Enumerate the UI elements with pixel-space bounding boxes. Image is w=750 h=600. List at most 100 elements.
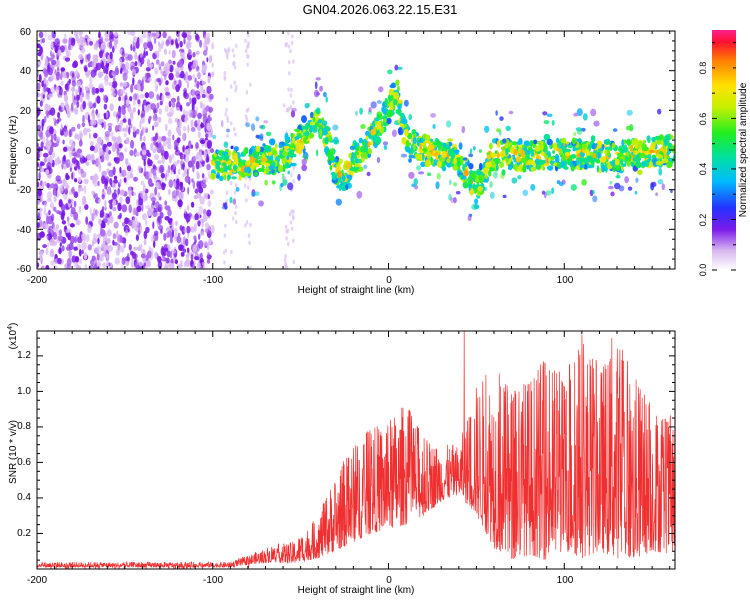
spectrogram-cell: [494, 150, 498, 154]
spectrogram-cell: [95, 174, 99, 181]
spectrogram-cell: [73, 191, 79, 199]
spectrogram-cell: [108, 211, 112, 217]
spectrogram-cell: [284, 132, 289, 141]
spectrogram-cell: [162, 251, 167, 257]
spectrogram-cell: [489, 181, 493, 188]
spectrogram-cell: [633, 150, 638, 156]
spectrogram-cell: [167, 143, 169, 149]
top-ytick-label: -20: [17, 185, 32, 196]
spectrogram-cell: [156, 50, 160, 59]
spectrogram-cell: [48, 109, 52, 116]
spectrogram-cell: [224, 202, 228, 210]
spectrogram-cell: [65, 71, 70, 79]
spectrogram-cell: [612, 128, 618, 132]
spectrogram-cell: [314, 81, 318, 90]
spectrogram-cell: [144, 92, 150, 99]
spectrogram-cell: [81, 233, 86, 241]
spectrogram-cell: [386, 109, 393, 118]
spectrogram-cell: [75, 34, 79, 42]
spectrogram-cell: [413, 133, 417, 138]
spectrogram-cell: [194, 90, 201, 97]
spectrogram-cell: [184, 77, 189, 84]
spectrogram-cell: [66, 257, 72, 267]
spectrogram-cell: [515, 156, 522, 162]
spectrogram-cell: [143, 262, 146, 267]
spectrogram-cell: [132, 126, 136, 133]
spectrogram-cell: [283, 257, 287, 263]
spectrogram-cell: [282, 103, 286, 108]
spectrogram-cell: [361, 140, 366, 146]
spectrogram-cell: [292, 59, 295, 64]
spectrogram-cell: [78, 86, 81, 94]
spectrogram-cell: [325, 96, 328, 103]
spectrogram-cell: [462, 164, 466, 172]
spectrogram-cell: [103, 248, 106, 255]
spectrogram-cell: [73, 200, 77, 208]
bottom-ytick-label: 0.8: [17, 421, 31, 432]
spectrogram-cell: [192, 59, 199, 68]
spectrogram-cell: [247, 233, 251, 238]
spectrogram-cell: [53, 196, 57, 203]
spectrogram-cell: [87, 114, 90, 123]
spectrogram-cell: [624, 176, 629, 184]
spectrogram-cell: [147, 152, 152, 158]
spectrogram-cell: [187, 75, 193, 81]
spectrogram-cell: [137, 83, 141, 92]
spectrogram-cell: [198, 233, 201, 240]
spectrogram-cell: [104, 199, 107, 208]
spectrogram-cell: [158, 108, 162, 115]
spectrogram-cell: [81, 91, 85, 97]
spectrogram-cell: [172, 134, 175, 141]
spectrogram-cell: [141, 109, 146, 118]
spectrogram-cell: [315, 77, 321, 81]
spectrogram-cell: [113, 221, 119, 229]
spectrogram-cell: [173, 139, 179, 147]
spectrogram-cell: [74, 109, 79, 115]
spectrogram-cell: [535, 163, 542, 170]
spectrogram-cell: [206, 163, 211, 171]
spectrogram-cell: [185, 238, 189, 247]
spectrogram-cell: [44, 115, 47, 123]
spectrogram-cell: [247, 33, 250, 38]
spectrogram-cell: [535, 145, 541, 152]
spectrogram-cell: [381, 127, 384, 134]
spectrogram-cell: [42, 94, 45, 99]
spectrogram-cell: [405, 142, 412, 147]
spectrogram-cell: [288, 71, 291, 76]
spectrogram-cell: [396, 66, 403, 70]
spectrogram-cell: [106, 229, 112, 237]
spectrogram-cell: [292, 259, 296, 265]
spectrogram-cell: [48, 229, 55, 238]
spectrogram-cell: [642, 146, 649, 152]
spectrogram-cell: [55, 175, 61, 182]
spectrogram-cell: [408, 171, 415, 179]
spectrogram-cell: [374, 117, 380, 122]
spectrogram-cell: [301, 164, 308, 172]
spectrogram-cell: [88, 220, 93, 226]
spectrogram-cell: [571, 137, 577, 145]
spectrogram-cell: [45, 247, 49, 255]
spectrogram-cell: [130, 44, 133, 51]
spectrogram-cell: [136, 37, 140, 43]
spectrogram-cell: [155, 59, 160, 65]
spectrogram-cell: [63, 128, 69, 138]
spectrogram-cell: [169, 250, 173, 259]
spectrogram-cell: [152, 210, 158, 218]
spectrogram-cell: [637, 169, 643, 175]
spectrogram-cell: [177, 199, 183, 208]
spectrogram-cell: [183, 166, 188, 175]
spectrogram-panel: -200 -100 0 100 60 40 20 0 -20 -40 -60 H…: [8, 27, 749, 296]
spectrogram-cell: [249, 148, 252, 155]
spectrogram-cell: [290, 142, 295, 149]
spectrogram-cell: [147, 209, 151, 217]
spectrogram-cell: [62, 139, 65, 145]
spectrogram-cell: [102, 218, 108, 224]
spectrogram-cell: [156, 221, 159, 228]
snr-axes: [36, 331, 675, 569]
spectrogram-cell: [289, 48, 292, 54]
spectrogram-cell: [141, 149, 147, 156]
spectrogram-cell: [308, 132, 315, 139]
spectrogram-cell: [68, 78, 71, 84]
spectrogram-cell: [164, 247, 169, 253]
spectrogram-cell: [64, 57, 70, 62]
